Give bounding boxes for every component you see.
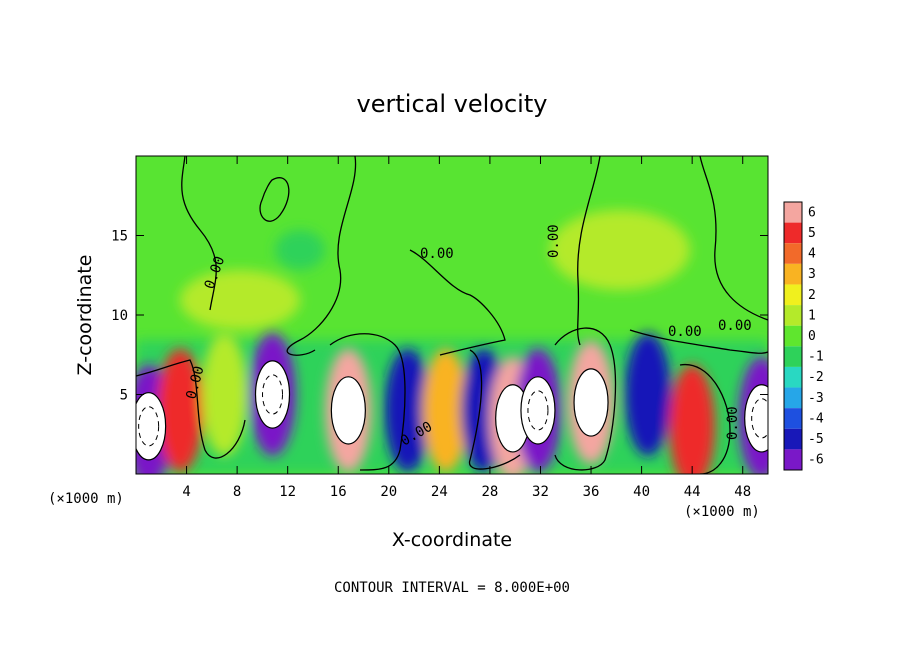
colorbar-swatch (784, 449, 802, 470)
x-tick-label: 40 (633, 484, 650, 500)
colorbar-swatch (784, 387, 802, 409)
colorbar-swatch (784, 428, 802, 450)
colorbar-label: -6 (808, 453, 824, 468)
colorbar-label: 3 (808, 267, 816, 282)
plot-field (136, 156, 768, 474)
x-tick-label: 12 (279, 484, 296, 500)
colorbar-swatch (784, 408, 802, 429)
velocity-peak (136, 392, 167, 461)
colorbar-label: -2 (808, 370, 824, 385)
colorbar-swatch (784, 243, 802, 264)
x-tick-label: 44 (684, 484, 701, 500)
velocity-cell-core (677, 384, 708, 469)
colorbar-swatch (784, 263, 802, 285)
x-tick-label: 32 (532, 484, 549, 500)
colorbar-label: 2 (808, 288, 816, 303)
contour-label: 0.00 (668, 324, 702, 340)
green-patch (550, 210, 690, 290)
colorbar-label: 5 (808, 226, 816, 241)
contour-label: 0.00 (546, 224, 562, 258)
contour-line (679, 364, 731, 474)
colorbar-swatch (784, 346, 802, 367)
colorbar-swatch (784, 284, 802, 306)
velocity-peak (254, 360, 291, 429)
contour-line (409, 249, 506, 356)
velocity-cell-core (165, 368, 196, 453)
chart-title: vertical velocity (357, 90, 548, 118)
velocity-peak (520, 376, 556, 445)
x-tick-label: 8 (233, 484, 241, 500)
green-patch (275, 230, 325, 270)
y-tick-label: 10 (111, 308, 128, 324)
contour-label: 0.00 (725, 406, 741, 440)
colorbar-swatch (784, 366, 802, 388)
colorbar-swatch (784, 305, 802, 326)
colorbar-label: 0 (808, 329, 816, 344)
negative-contour (138, 406, 160, 447)
velocity-peak (330, 376, 366, 445)
colorbar-label: 4 (808, 247, 816, 262)
colorbar-swatch (784, 325, 802, 347)
contour-line (181, 156, 217, 311)
velocity-peak (744, 384, 768, 453)
y-tick-label: 15 (111, 229, 128, 245)
x-unit-note-right: (×1000 m) (684, 504, 760, 520)
contour-interval-note: CONTOUR INTERVAL = 8.000E+00 (334, 580, 570, 596)
contour-line (286, 156, 357, 356)
contour-line (259, 177, 290, 222)
velocity-peak (573, 368, 609, 437)
x-tick-label: 20 (380, 484, 397, 500)
x-axis: 4 8 12 16 20 24 28 32 36 40 44 48 (182, 156, 751, 500)
contour-line (554, 327, 617, 471)
contour-label: 0.00 (420, 246, 454, 262)
velocity-cell-core (632, 352, 663, 437)
contour-label: 0.00 (718, 318, 752, 334)
velocity-cell-core (430, 368, 461, 453)
x-tick-label: 4 (182, 484, 190, 500)
velocity-cell-core (392, 368, 423, 453)
colorbar-frame (783, 201, 803, 471)
colorbar-label: -5 (808, 432, 824, 447)
contour-line (136, 359, 246, 459)
colorbar-swatch (784, 222, 802, 244)
negative-contour (751, 398, 768, 439)
contour-line (469, 349, 521, 470)
colorbar-label: -3 (808, 391, 824, 406)
x-unit-note: (×1000 m) (48, 491, 124, 507)
colorbar-label: -1 (808, 350, 824, 365)
contour-line (629, 329, 768, 354)
colorbar-swatch (784, 202, 802, 223)
negative-contour (262, 374, 284, 415)
green-patch (180, 270, 300, 330)
x-tick-label: 16 (330, 484, 347, 500)
x-tick-label: 24 (431, 484, 448, 500)
peaks-layer (136, 360, 768, 461)
contour-line (329, 333, 406, 471)
x-tick-label: 28 (481, 484, 498, 500)
contour-line (699, 156, 768, 321)
y-axis: 5 10 15 (111, 229, 768, 404)
x-tick-label: 48 (734, 484, 751, 500)
colorbar-label: -4 (808, 411, 824, 426)
colorbar-label: 1 (808, 308, 816, 323)
y-axis-label: Z-coordinate (74, 255, 96, 376)
y-tick-label: 5 (120, 388, 128, 404)
negative-contour (527, 390, 549, 431)
colorbar: 6 5 4 3 2 1 0 -1 -2 -3 -4 -5 -6 (783, 201, 824, 471)
velocity-cell-core (209, 352, 240, 437)
colorbar-label: 6 (808, 205, 816, 220)
contour-lines (136, 156, 768, 474)
x-axis-label: X-coordinate (392, 529, 512, 551)
x-tick-label: 36 (583, 484, 600, 500)
